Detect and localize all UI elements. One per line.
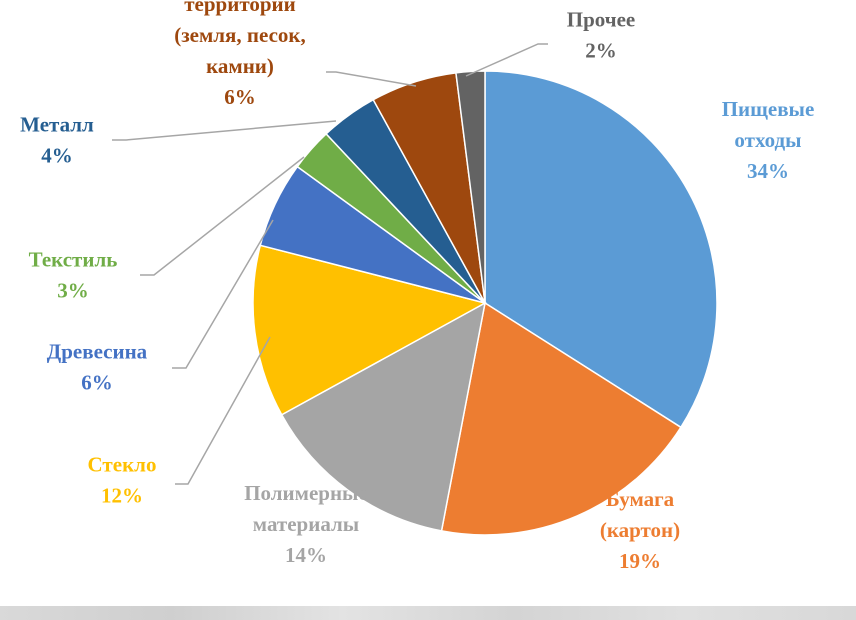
slice-value-label-2: 14% [285,543,327,567]
slice-value-label-0: 34% [747,159,789,183]
pie-slice-1 [440,301,682,536]
slice-name-line-2-1: материалы [253,512,359,536]
slice-name-line-0-1: отходы [734,128,801,152]
slice-name-line-7-3: камни) [206,54,274,78]
slice-name-line-8-0: Прочее [567,8,635,32]
slice-name-line-5-0: Текстиль [29,248,118,272]
slice-value-label-3: 12% [101,484,143,508]
leader-line-5 [140,156,305,276]
slice-name-line-4-0: Древесина [47,340,148,364]
slice-name-line-7-1: территории [184,0,296,16]
slice-value-label-8: 2% [585,39,617,63]
slice-label-6: Металл 4% [20,113,94,168]
slice-name-line-3-0: Стекло [88,453,157,477]
pie-slice-2 [280,301,487,532]
slice-label-5: Текстиль 3% [29,248,118,303]
slice-name-line-1-0: Бумага [606,487,675,511]
slice-name-line-7-2: (земля, песок, [174,23,306,47]
pie-slice-8 [455,70,486,304]
slice-value-label-5: 3% [57,279,89,303]
leader-line-8 [465,43,548,77]
slice-label-7: Смет стерритории(земля, песок,камни)6% [174,0,306,109]
leader-lines [112,43,548,485]
pie-slice-3 [252,244,488,416]
slice-value-label-7: 6% [224,85,256,109]
leader-line-4 [172,219,274,369]
slice-value-label-4: 6% [81,371,113,395]
slice-label-8: Прочее 2% [567,8,635,63]
slice-name-line-1-1: (картон) [600,518,680,542]
slice-label-3: Стекло 12% [88,453,157,508]
slice-label-1: Бумага (картон) 19% [600,487,680,573]
leader-line-3 [175,336,271,485]
slice-name-line-2-0: Полимерные [244,481,368,505]
map-strip-partial [0,606,856,620]
slice-value-label-1: 19% [619,549,661,573]
pie-slice-0 [484,70,718,429]
slice-label-4: Древесина 6% [47,340,148,395]
slice-value-label-6: 4% [41,144,73,168]
slice-name-line-6-0: Металл [20,113,94,137]
leader-line-7 [326,71,417,87]
slice-name-line-0-0: Пищевые [722,97,815,121]
pie-slices [252,70,718,536]
slice-labels: Пищевые отходы 34% Бумага (картон) 19% Полимер… [20,0,814,573]
slice-label-0: Пищевые отходы 34% [722,97,815,183]
leader-line-6 [112,120,337,141]
slice-label-2: Полимерные материалы 14% [244,481,368,567]
